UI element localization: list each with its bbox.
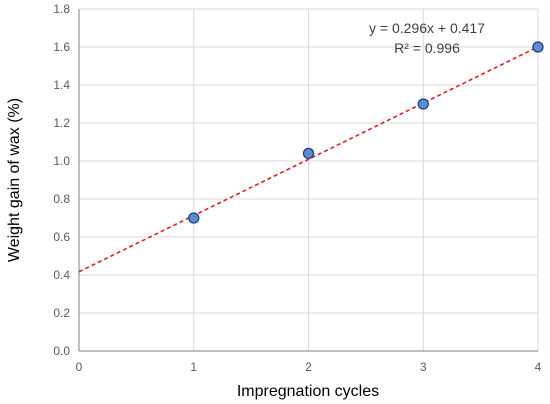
trendline-equation: y = 0.296x + 0.417 xyxy=(369,20,485,36)
y-tick-labels: 0.0 0.2 0.4 0.6 0.8 1.0 1.2 1.4 1.6 1.8 xyxy=(53,2,70,358)
y-tick-label: 0.2 xyxy=(53,306,70,320)
trendline-group xyxy=(78,46,539,273)
r-squared-label: R² = 0.996 xyxy=(394,40,460,56)
grid-lines xyxy=(79,8,539,351)
x-axis-title: Impregnation cycles xyxy=(237,383,379,400)
data-point xyxy=(188,212,200,224)
x-tick-label: 0 xyxy=(76,360,83,374)
y-tick-label: 1.0 xyxy=(53,154,70,168)
y-axis-title: Weight gain of wax (%) xyxy=(6,98,23,262)
data-point xyxy=(532,41,544,53)
x-tick-label: 3 xyxy=(420,360,427,374)
y-tick-label: 0.4 xyxy=(53,268,70,282)
y-tick-label: 0.0 xyxy=(53,344,70,358)
x-tick-labels: 0 1 2 3 4 xyxy=(76,360,542,374)
y-tick-label: 1.8 xyxy=(53,2,70,16)
data-point xyxy=(417,98,429,110)
x-tick-label: 2 xyxy=(305,360,312,374)
y-tick-label: 0.6 xyxy=(53,230,70,244)
data-points xyxy=(188,41,544,224)
x-tick-label: 4 xyxy=(535,360,542,374)
trendline xyxy=(78,46,539,273)
y-tick-label: 0.8 xyxy=(53,192,70,206)
axes xyxy=(78,9,538,352)
y-tick-label: 1.2 xyxy=(53,116,70,130)
x-tick-label: 1 xyxy=(190,360,197,374)
y-tick-label: 1.6 xyxy=(53,40,70,54)
data-point xyxy=(302,147,315,160)
y-tick-label: 1.4 xyxy=(53,78,70,92)
